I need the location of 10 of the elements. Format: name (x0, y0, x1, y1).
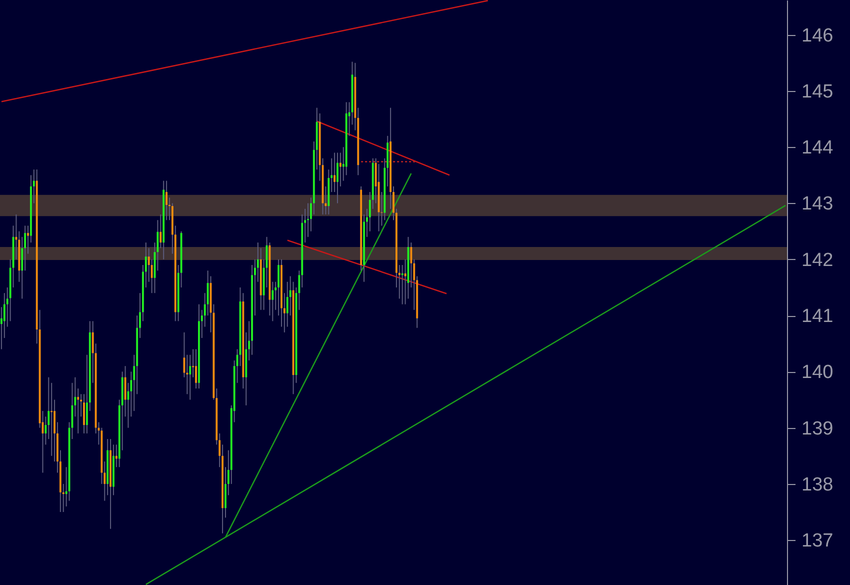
y-tick-label: 138 (802, 474, 834, 496)
y-tick-label: 137 (802, 530, 834, 552)
y-tick-label: 141 (802, 306, 834, 328)
y-tick-label: 140 (802, 362, 834, 384)
y-tick-label: 146 (802, 25, 834, 46)
y-tick-label: 144 (802, 138, 834, 159)
y-tick-label: 139 (802, 418, 834, 440)
y-tick-label: 145 (802, 81, 834, 102)
y-tick-label: 142 (802, 250, 834, 271)
y-tick-label: 143 (802, 194, 834, 215)
